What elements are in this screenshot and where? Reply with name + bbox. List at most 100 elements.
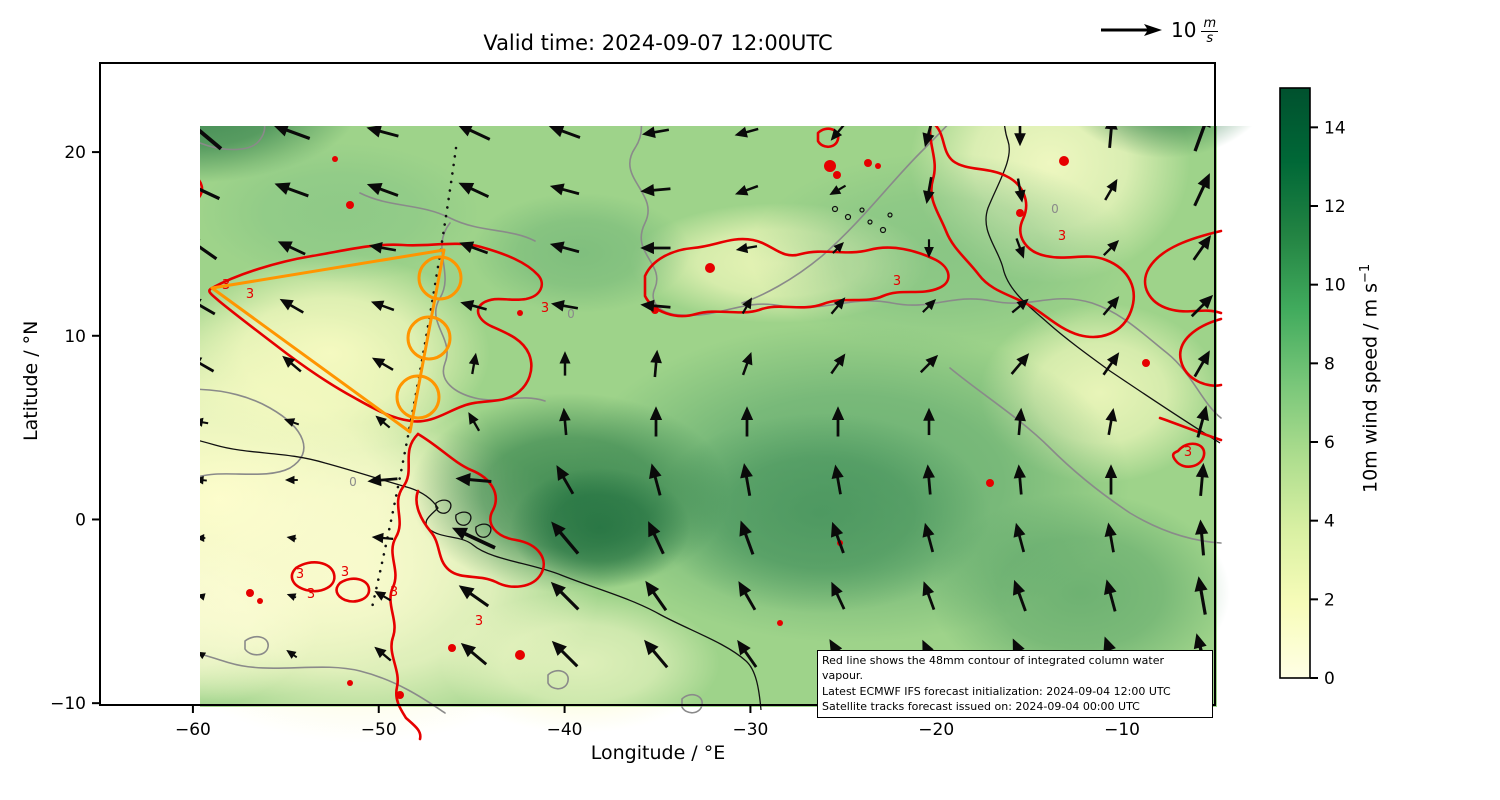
wind-arrow-head (831, 71, 841, 81)
wind-arrow-head (737, 639, 751, 656)
colorbar-tick-label: 0 (1324, 669, 1335, 689)
wind-arrow-head (742, 297, 752, 310)
wind-arrow (562, 476, 575, 495)
wind-arrow (744, 533, 755, 555)
wind-arrow (1018, 535, 1026, 553)
wind-arrow-head (649, 406, 663, 420)
wind-arrow-head (735, 242, 749, 254)
wind-arrow (1016, 178, 1022, 192)
wind-arrow-head (1104, 522, 1117, 538)
gray-contour-label: 0 (201, 92, 209, 106)
red-contour-label: 3 (475, 614, 483, 629)
wind-arrow (471, 363, 476, 375)
gray-contour-line (1140, 57, 1221, 84)
reference-speed-units: m s (1201, 17, 1219, 46)
wind-arrow-head (549, 241, 565, 254)
red-contour-dot (1016, 209, 1024, 217)
wind-arrow-head (549, 183, 565, 196)
colorbar: 0 2 4 6 8 10 12 14 (1279, 87, 1346, 689)
wind-arrow-head (107, 594, 114, 600)
red-contour-dot (347, 680, 353, 686)
wind-speed-blob (200, 143, 480, 283)
y-tick-label: 20 (64, 143, 86, 163)
wind-arrow (746, 245, 758, 250)
island (106, 365, 110, 369)
wind-arrow-head (200, 417, 204, 427)
wind-arrow (830, 362, 840, 375)
wind-arrow (382, 421, 391, 429)
wind-speed-blob (1077, 126, 1253, 158)
wind-arrow-head (738, 581, 752, 597)
red-contour-line (200, 179, 204, 198)
wind-arrow (1189, 63, 1209, 97)
orange-triangle (210, 248, 446, 434)
wind-arrow (287, 187, 309, 198)
wind-speed-blob (650, 413, 990, 613)
red-contour-line (816, 127, 840, 149)
wind-arrow-head (181, 115, 195, 128)
wind-arrow-head (649, 463, 662, 479)
gray-contour-line (547, 669, 569, 690)
red-contour-label: 3 (246, 287, 254, 302)
wind-arrow-head (455, 473, 471, 487)
colorbar-label-exponent: −1 (1358, 263, 1373, 283)
wind-arrow-head (200, 534, 205, 542)
coastline (170, 224, 180, 225)
red-contour-label: 3 (307, 587, 315, 602)
red-contour-dot (864, 159, 872, 167)
y-tick-label: −10 (50, 694, 86, 714)
red-contour-dot (257, 598, 263, 604)
wind-arrow (200, 128, 223, 151)
wind-arrow-head (286, 649, 297, 659)
wind-arrow-head (1195, 519, 1209, 535)
wind-arrow-head (368, 242, 383, 254)
wind-arrow (563, 304, 579, 310)
wind-arrow-head (369, 68, 382, 79)
wind-arrow (1192, 245, 1205, 261)
wind-speed-blob (200, 253, 490, 453)
wind-arrow-head (833, 297, 846, 310)
wind-arrow-head (101, 534, 111, 542)
wind-arrow-head (96, 475, 108, 486)
colorbar-tick-label: 4 (1324, 512, 1335, 532)
y-axis-label: Latitude / °N (20, 320, 42, 441)
wind-arrow-head (279, 298, 294, 311)
wind-arrow-head (831, 406, 845, 420)
wind-arrow (380, 74, 397, 77)
island (118, 401, 123, 406)
wind-arrow (836, 477, 842, 495)
wind-arrow (379, 129, 399, 138)
wind-arrow (745, 184, 759, 192)
wind-speed-blob (440, 593, 720, 733)
red-contour-dot (515, 650, 525, 660)
wind-arrow-head (275, 67, 289, 78)
wind-arrow-head (200, 651, 207, 660)
wind-speed-blob (200, 535, 320, 711)
wind-arrow (1200, 533, 1206, 556)
wind-arrow-head (367, 474, 382, 487)
wind-arrow-head (284, 418, 296, 427)
wind-arrow-head (831, 581, 843, 597)
wind-arrow (382, 652, 392, 662)
wind-arrow (381, 362, 394, 371)
wind-arrow-head (284, 475, 295, 485)
wind-speed-blob (930, 493, 1230, 693)
wind-arrow-head (559, 351, 571, 364)
wind-arrow-head (923, 407, 935, 421)
red-contour-dot (396, 691, 404, 699)
red-contour-label: 3 (390, 585, 398, 600)
wind-arrow-head (737, 70, 747, 79)
wind-arrow-head (200, 298, 202, 303)
wind-arrow-head (640, 299, 655, 312)
wind-arrow-head (923, 73, 932, 85)
unit-denominator: s (1206, 30, 1214, 46)
wind-arrow-head (366, 126, 382, 138)
wind-arrow-head (274, 182, 291, 195)
wind-arrow (745, 127, 759, 134)
island (102, 265, 106, 269)
wind-arrow (1102, 304, 1113, 316)
wind-arrow (1010, 361, 1023, 375)
gray-contour-label: 0 (1051, 202, 1059, 216)
red-contour-line (1171, 442, 1206, 468)
